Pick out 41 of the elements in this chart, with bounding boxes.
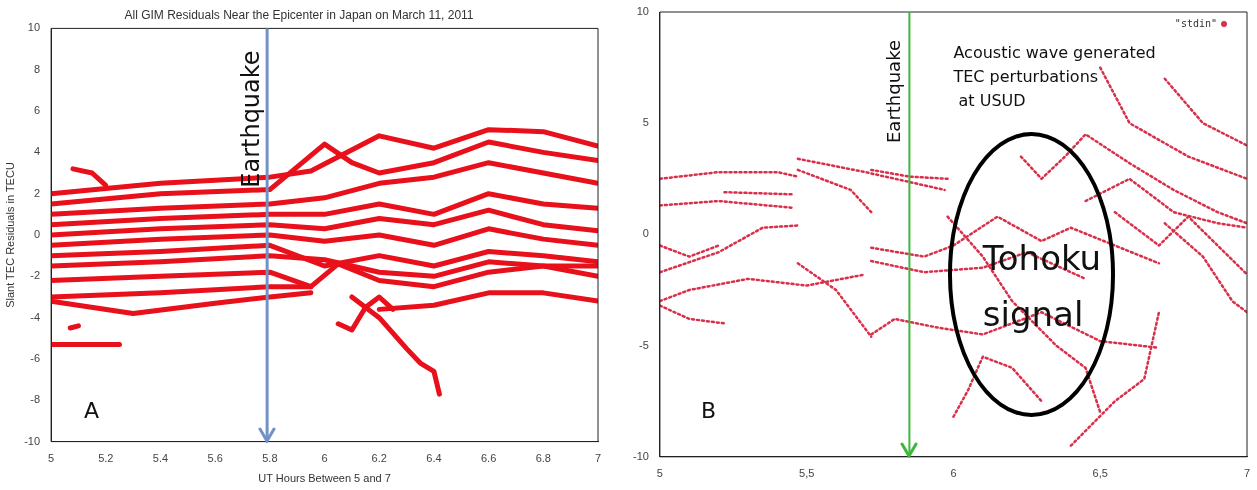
- x-tick-label: 5.8: [262, 452, 278, 465]
- x-tick-label: 6.2: [371, 452, 387, 465]
- y-tick-label: 6: [33, 104, 41, 117]
- x-tick-label: 5: [48, 452, 55, 465]
- x-tick-label: 5,5: [799, 467, 815, 480]
- y-tick-label: 10: [27, 21, 41, 34]
- x-tick-label: 6,5: [1092, 467, 1108, 480]
- y-tick-label: 0: [33, 228, 41, 241]
- y-tick-label: 0: [642, 227, 649, 240]
- ref-line-label: Earthquake: [883, 40, 905, 143]
- y-tick-label: -6: [30, 351, 41, 364]
- x-tick-label: 6.8: [535, 452, 551, 465]
- x-tick-label: 5.4: [152, 452, 169, 465]
- y-tick-label: -10: [632, 449, 649, 462]
- y-tick-label: -5: [639, 338, 649, 351]
- y-tick-label: 2: [33, 186, 41, 199]
- y-tick-label: 5: [642, 116, 649, 129]
- annotation: B: [701, 398, 717, 424]
- x-tick-label: 5: [656, 467, 663, 480]
- x-tick-label: 7: [1243, 467, 1251, 480]
- y-tick-label: -8: [30, 393, 41, 406]
- x-tick-label: 7: [594, 452, 602, 465]
- y-tick-label: 4: [33, 145, 41, 158]
- annotation: A: [83, 398, 99, 424]
- x-tick-label: 6.4: [426, 452, 442, 465]
- y-tick-label: -10: [24, 434, 41, 447]
- y-tick-label: 10: [636, 5, 649, 18]
- y-tick-label: -4: [30, 310, 41, 323]
- x-axis-title: UT Hours Between 5 and 7: [258, 472, 391, 485]
- chart-title: All GIM Residuals Near the Epicenter in Japan on March 11, 2011: [124, 7, 474, 22]
- x-tick-label: 6.6: [480, 452, 497, 465]
- y-axis-title: Slant TEC Residuals in TECU: [3, 162, 16, 308]
- x-tick-label: 5.2: [98, 452, 114, 465]
- legend-label: "stdin": [1174, 17, 1218, 29]
- y-tick-label: 8: [33, 62, 41, 75]
- y-tick-label: -2: [30, 269, 41, 282]
- x-tick-label: 6: [950, 467, 957, 480]
- x-tick-label: 6: [321, 452, 328, 465]
- ref-line-label: Earthquake: [237, 50, 266, 188]
- x-tick-label: 5.6: [207, 452, 223, 465]
- annotation: Acoustic wave generated TEC perturbations at USUD: [952, 43, 1156, 111]
